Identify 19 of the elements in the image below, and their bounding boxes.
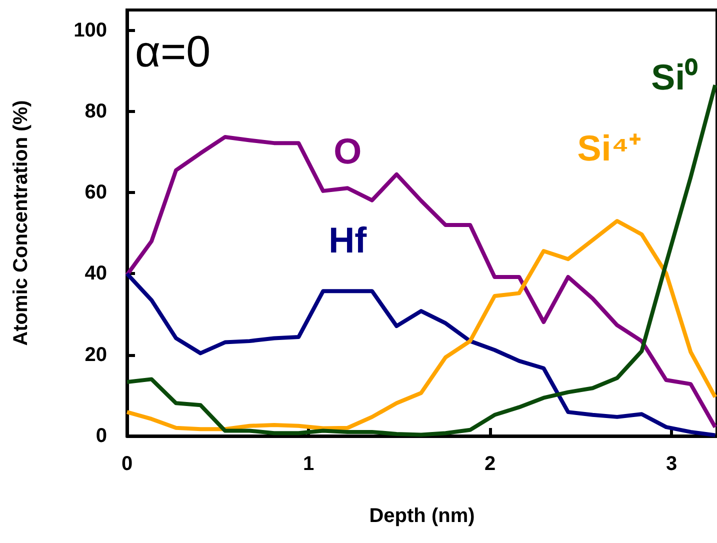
series-label: Hf xyxy=(328,220,368,261)
x-tick-label: 1 xyxy=(302,453,314,475)
y-tick-label: 20 xyxy=(84,344,107,366)
series-label: O xyxy=(334,130,362,172)
y-tick-label: 60 xyxy=(84,182,107,204)
y-tick-label: 0 xyxy=(96,425,107,447)
series-label: Si⁴⁺ xyxy=(577,127,642,168)
y-axis-title: Atomic Concentration (%) xyxy=(10,100,32,346)
x-axis-title: Depth (nm) xyxy=(369,505,475,527)
y-tick-label: 40 xyxy=(84,262,107,285)
x-tick-label: 2 xyxy=(484,453,496,475)
y-tick-label: 80 xyxy=(84,100,107,122)
x-tick-label: 0 xyxy=(121,453,133,475)
line-series xyxy=(125,134,717,430)
annotation: α=0 xyxy=(135,28,211,76)
y-tick-label: 100 xyxy=(74,19,107,42)
line-series xyxy=(125,218,717,432)
x-tick-label: 3 xyxy=(666,453,678,475)
series-label: Si⁰ xyxy=(651,56,698,98)
